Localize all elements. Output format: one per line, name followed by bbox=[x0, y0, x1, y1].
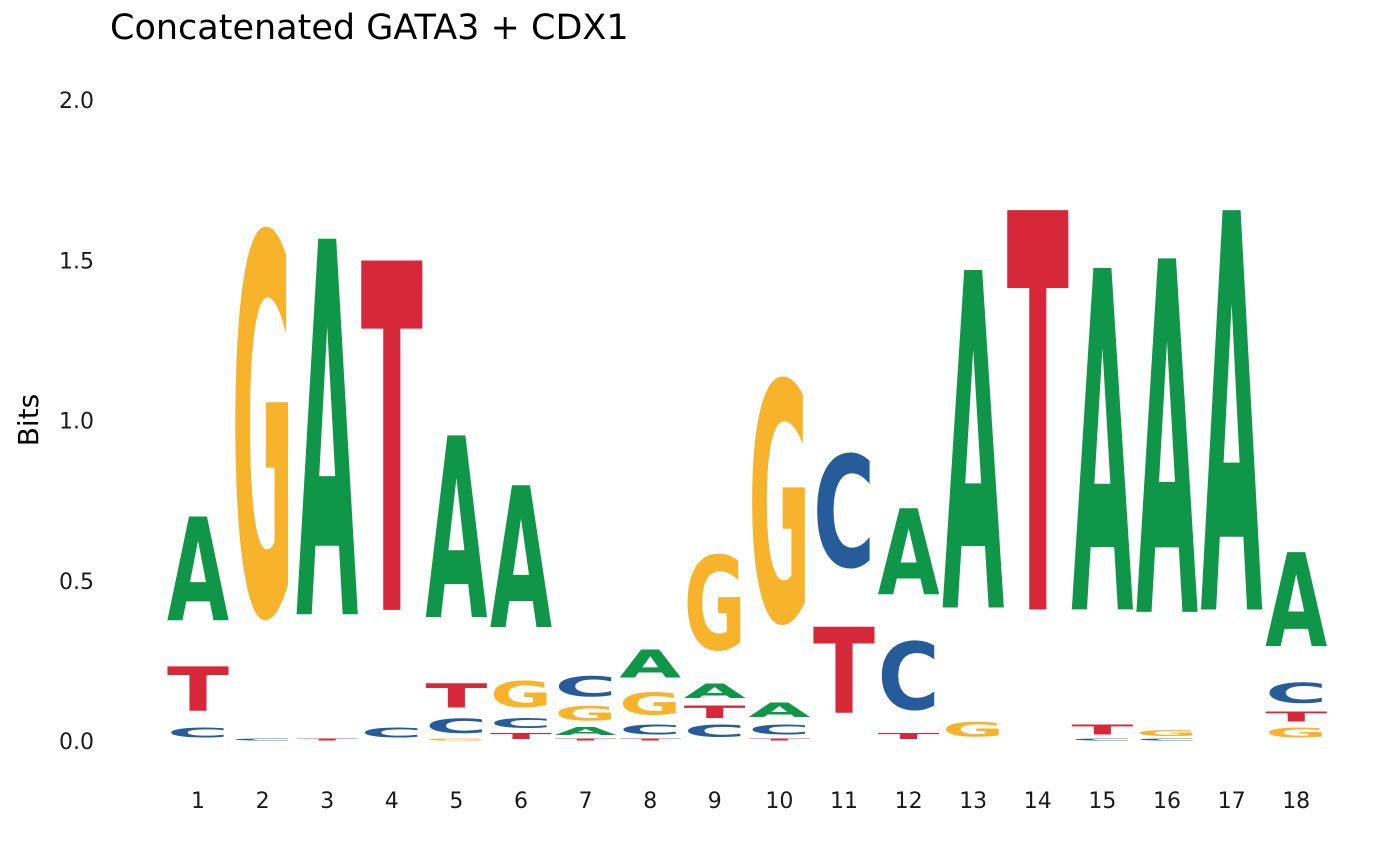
x-tick-label: 1 bbox=[191, 789, 205, 814]
logo-letter-c: C bbox=[1265, 677, 1327, 709]
y-tick-label: 1.0 bbox=[59, 410, 94, 435]
logo-letter-g: G bbox=[619, 687, 681, 722]
logo-letter-c: C bbox=[490, 716, 552, 732]
logo-letter-c: C bbox=[1071, 738, 1133, 741]
x-tick-label: 17 bbox=[1218, 789, 1246, 814]
logo-letter-g: G bbox=[232, 130, 294, 736]
x-tick-label: 12 bbox=[895, 789, 923, 814]
x-tick-label: 14 bbox=[1024, 789, 1052, 814]
x-tick-label: 3 bbox=[320, 789, 334, 814]
logo-letter-g: G bbox=[748, 317, 810, 699]
x-tick-label: 11 bbox=[830, 789, 858, 814]
logo-letter-c: C bbox=[555, 671, 617, 703]
x-tick-label: 16 bbox=[1153, 789, 1181, 814]
logo-letter-a: A bbox=[748, 699, 810, 721]
logo-letter-t: T bbox=[490, 732, 552, 742]
logo-letter-a: A bbox=[167, 490, 229, 655]
logo-letter-c: C bbox=[619, 722, 681, 738]
logo-letter-a: A bbox=[296, 136, 359, 735]
logo-letter-a: A bbox=[425, 385, 487, 676]
logo-letter-a: A bbox=[1201, 103, 1264, 740]
x-tick-label: 8 bbox=[643, 789, 657, 814]
logo-letter-t: T bbox=[684, 703, 747, 722]
logo-letter-c: C bbox=[878, 622, 940, 731]
logo-letter-c: C bbox=[425, 716, 487, 738]
logo-letter-c: C bbox=[813, 425, 875, 603]
logo-letter-t: T bbox=[619, 738, 681, 741]
logo-letter-t: T bbox=[425, 678, 488, 716]
x-tick-label: 10 bbox=[765, 789, 793, 814]
logo-letter-a: A bbox=[1136, 161, 1199, 726]
x-tick-label: 7 bbox=[579, 789, 593, 814]
logo-letter-g: G bbox=[425, 738, 487, 741]
logo-letter-g: G bbox=[1265, 725, 1327, 741]
x-tick-label: 18 bbox=[1282, 789, 1310, 814]
logo-letter-c: C bbox=[684, 722, 746, 741]
x-tick-label: 2 bbox=[256, 789, 270, 814]
logo-letter-a: A bbox=[490, 448, 552, 674]
logo-letter-t: T bbox=[813, 603, 875, 741]
logo-letter-t: T bbox=[361, 167, 423, 724]
logo-letter-c: C bbox=[361, 725, 423, 741]
x-tick-label: 5 bbox=[449, 789, 463, 814]
x-tick-label: 15 bbox=[1088, 789, 1116, 814]
logo-letter-g: G bbox=[684, 530, 746, 680]
x-tick-label: 9 bbox=[708, 789, 722, 814]
logo-letter-c: C bbox=[232, 738, 294, 741]
logo-letter-g: G bbox=[555, 703, 617, 725]
logo-letter-a: A bbox=[619, 642, 682, 687]
x-tick-label: 6 bbox=[514, 789, 528, 814]
logo-letter-c: C bbox=[1136, 738, 1198, 741]
logo-letter-c: C bbox=[167, 725, 229, 741]
logo-letter-g: G bbox=[1136, 728, 1198, 738]
logo-letter-t: T bbox=[1265, 709, 1327, 725]
y-tick-label: 0.5 bbox=[59, 570, 94, 595]
logo-letter-g: G bbox=[942, 719, 1004, 741]
y-tick-label: 2.0 bbox=[59, 89, 94, 114]
logo-letter-a: A bbox=[942, 180, 1005, 718]
logo-letter-a: A bbox=[878, 485, 940, 622]
y-axis-ticks: 0.0 0.5 1.0 1.5 2.0 bbox=[59, 89, 94, 755]
logo-letter-g: G bbox=[490, 674, 552, 716]
y-tick-label: 0.0 bbox=[59, 730, 94, 755]
logo-letter-a: A bbox=[555, 725, 617, 738]
logo-letter-t: T bbox=[878, 732, 940, 742]
logo-letter-t: T bbox=[1071, 722, 1133, 738]
logo-letter-t: T bbox=[748, 738, 810, 741]
logo-letter-t: T bbox=[167, 655, 229, 725]
x-axis-ticks: 1 2 3 4 5 6 7 8 9 10 11 12 13 14 15 16 17 18 bbox=[191, 789, 1310, 814]
logo-letter-c: C bbox=[748, 722, 810, 738]
x-tick-label: 13 bbox=[959, 789, 987, 814]
chart-title: Concatenated GATA3 + CDX1 bbox=[110, 8, 629, 48]
logo-letter-a: A bbox=[684, 680, 746, 702]
logo-letter-t: T bbox=[1007, 100, 1069, 739]
logo-letter-a: A bbox=[1071, 176, 1134, 721]
logo-letter-t: T bbox=[555, 738, 617, 741]
logo-letter-a: A bbox=[1265, 527, 1327, 677]
y-axis-title: Bits bbox=[12, 394, 45, 447]
x-tick-label: 4 bbox=[385, 789, 399, 814]
y-tick-label: 1.5 bbox=[59, 249, 94, 274]
logo-letter-t: T bbox=[296, 738, 358, 741]
